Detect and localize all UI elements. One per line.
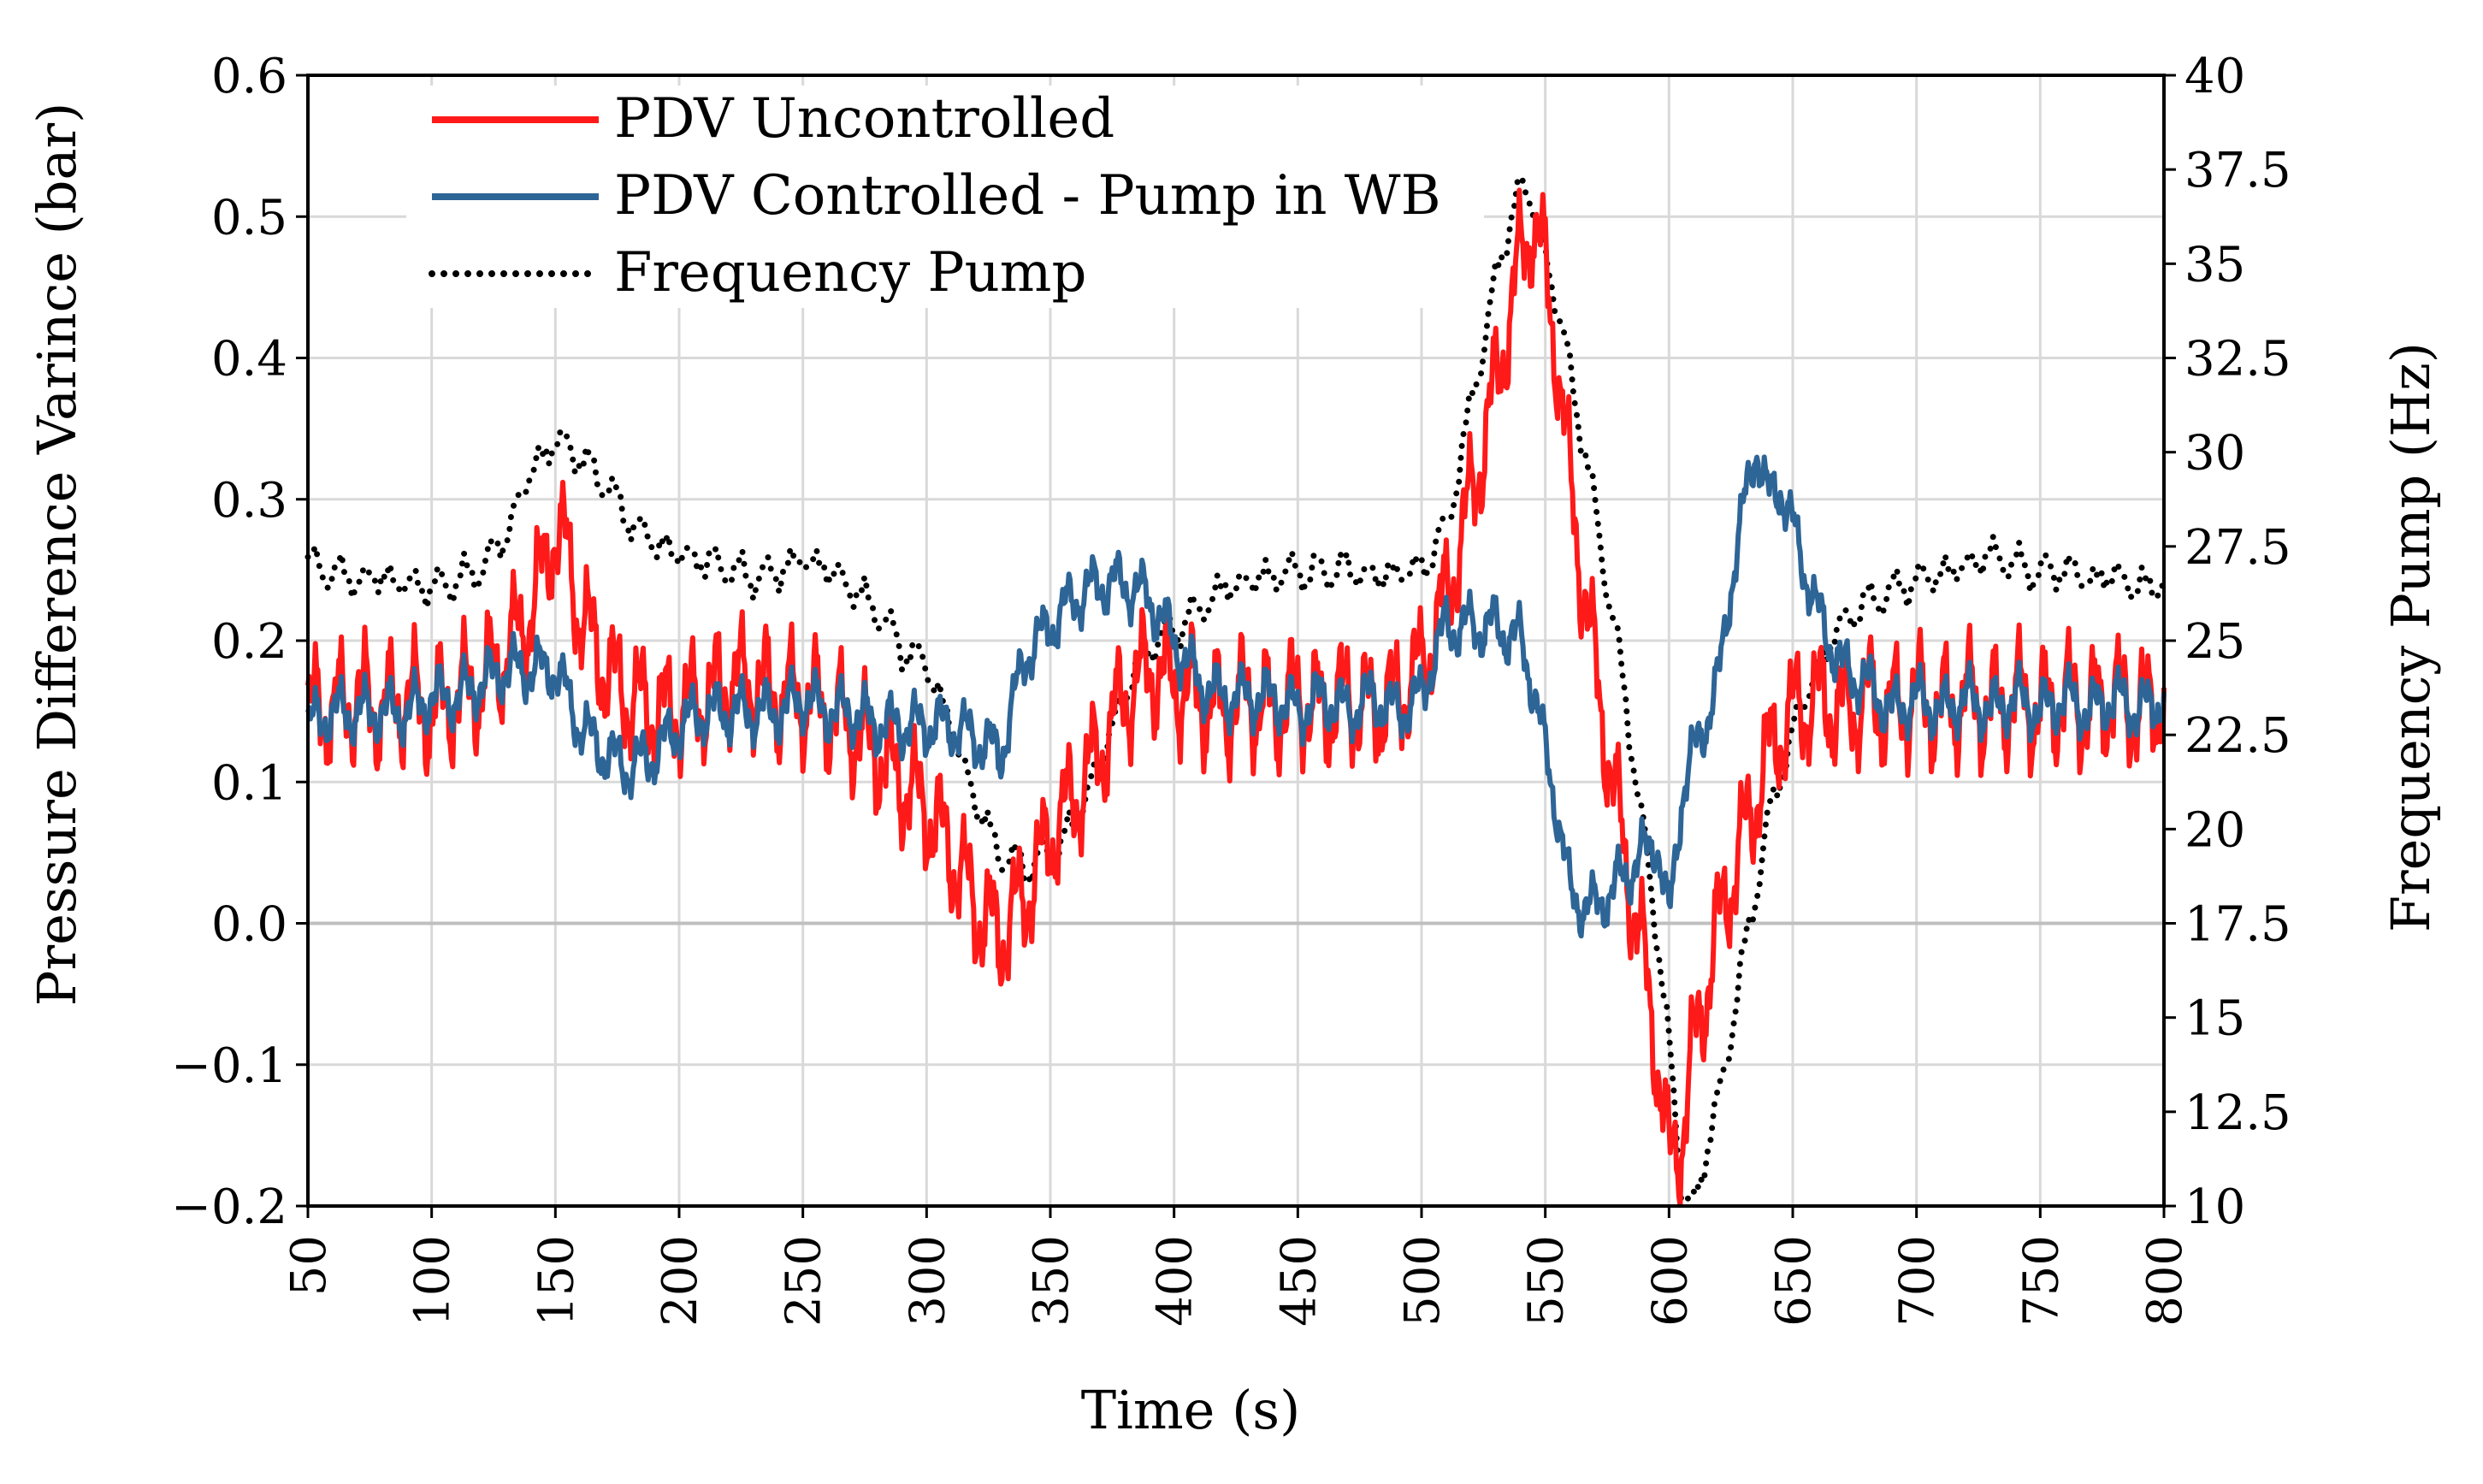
- y2-axis-title: Frequency Pump (Hz): [2380, 342, 2442, 932]
- y2-tick-label: 37.5: [2184, 143, 2291, 198]
- legend-label-frequency-pump: Frequency Pump: [614, 241, 1086, 304]
- x-tick-label: 300: [900, 1235, 955, 1327]
- y2-tick-label: 12.5: [2184, 1085, 2291, 1141]
- x-tick-label: 700: [1890, 1235, 1946, 1327]
- x-tick-label: 150: [529, 1235, 584, 1327]
- y-tick-label: 0.5: [211, 190, 287, 245]
- y-tick-label: 0.3: [211, 473, 287, 529]
- legend-label-pdv-controlled: PDV Controlled - Pump in WB: [614, 164, 1441, 228]
- y2-tick-label: 22.5: [2184, 708, 2291, 764]
- y-tick-label: −0.2: [171, 1180, 287, 1235]
- y-tick-labels: −0.2 −0.1 0.0 0.1 0.2 0.3 0.4 0.5 0.6: [171, 49, 287, 1235]
- x-tick-label: 650: [1766, 1235, 1822, 1327]
- y-axis-title: Pressure Difference Varince (bar): [26, 103, 88, 1007]
- x-tick-label: 800: [2137, 1235, 2193, 1327]
- y-tick-label: −0.1: [171, 1038, 287, 1094]
- y2-tick-label: 30: [2184, 426, 2245, 482]
- x-tick-label: 250: [777, 1235, 832, 1327]
- y2-tick-label: 32.5: [2184, 332, 2291, 387]
- x-tick-label: 350: [1024, 1235, 1079, 1327]
- x-axis-title: Time (s): [1081, 1379, 1301, 1441]
- series-line-pdv-uncontrolled: [305, 187, 2167, 1209]
- y2-tick-label: 35: [2184, 237, 2245, 293]
- x-tick-label: 450: [1271, 1235, 1327, 1327]
- y2-tick-label: 25: [2184, 614, 2245, 670]
- y-tick-label: 0.1: [211, 755, 287, 811]
- y-tick-label: 0.4: [211, 332, 287, 387]
- legend: PDV Uncontrolled PDV Controlled - Pump i…: [406, 86, 1484, 308]
- x-tick-label: 500: [1395, 1235, 1451, 1327]
- x-tick-label: 50: [281, 1235, 337, 1296]
- series-line-pdv-controlled-pump-in-wb: [305, 454, 2167, 939]
- y2-tick-label: 10: [2184, 1180, 2245, 1235]
- x-tick-label: 600: [1642, 1235, 1698, 1327]
- x-tick-label: 550: [1519, 1235, 1575, 1327]
- y2-tick-label: 17.5: [2184, 897, 2291, 953]
- x-tick-label: 750: [2013, 1235, 2069, 1327]
- y2-tick-label: 20: [2184, 802, 2245, 858]
- y2-tick-label: 15: [2184, 991, 2245, 1047]
- x-tick-labels: 50 100 150 200 250 300 350 400 450 500 550 600 650 70…: [281, 1235, 2193, 1327]
- x-tick-label: 400: [1148, 1235, 1203, 1327]
- plot-series: [304, 174, 2167, 1209]
- y-tick-label: 0.2: [211, 614, 287, 670]
- axis-ticks: [296, 74, 2176, 1218]
- x-tick-label: 200: [653, 1235, 708, 1327]
- y-tick-label: 0.6: [211, 49, 287, 104]
- legend-label-pdv-uncontrolled: PDV Uncontrolled: [614, 87, 1114, 151]
- y2-tick-label: 27.5: [2184, 520, 2291, 576]
- series-line-frequency-pump: [304, 174, 2167, 1206]
- y2-tick-label: 40: [2184, 49, 2245, 104]
- y2-tick-labels: 10 12.5 15 17.5 20 22.5 25 27.5 30 32.5 35 37.5 40: [2184, 49, 2291, 1235]
- y-tick-label: 0.0: [211, 897, 287, 953]
- x-tick-label: 100: [405, 1235, 461, 1327]
